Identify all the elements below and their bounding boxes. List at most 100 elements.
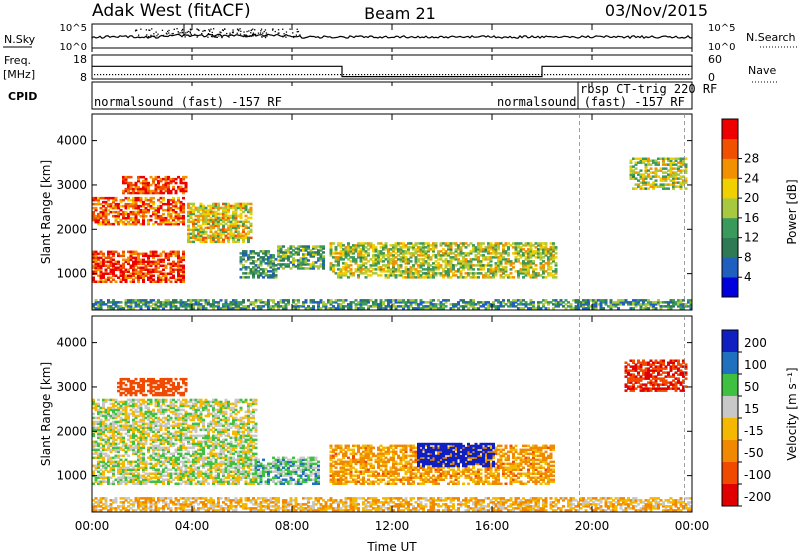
heatmap-cell <box>99 442 103 446</box>
heatmap-cell <box>169 262 173 266</box>
heatmap-cell <box>139 301 143 304</box>
heatmap-cell <box>349 250 353 253</box>
heatmap-cell <box>107 198 110 202</box>
heatmap-cell <box>159 278 163 281</box>
heatmap-cell <box>144 299 148 302</box>
heatmap-cell <box>252 260 255 263</box>
heatmap-cell <box>179 220 183 224</box>
heatmap-cell <box>632 187 635 190</box>
heatmap-cell <box>92 416 95 420</box>
heatmap-cell <box>142 212 145 216</box>
heatmap-cell <box>529 307 533 310</box>
heatmap-cell <box>389 268 393 271</box>
heatmap-cell <box>144 404 148 408</box>
heatmap-cell <box>137 220 140 224</box>
heatmap-cell <box>312 245 315 248</box>
heatmap-cell <box>122 468 125 471</box>
heatmap-cell <box>684 157 688 160</box>
heatmap-cell <box>182 175 185 179</box>
heatmap-cell <box>292 307 295 310</box>
heatmap-cell <box>672 299 675 302</box>
heatmap-cell <box>232 214 235 218</box>
heatmap-cell <box>679 171 683 174</box>
heatmap-cell <box>159 474 163 477</box>
heatmap-cell <box>144 478 148 481</box>
heatmap-cell <box>142 418 145 422</box>
heatmap-cell <box>499 274 503 277</box>
heatmap-cell <box>409 266 413 269</box>
heatmap-cell <box>157 183 160 187</box>
heatmap-cell <box>677 167 680 170</box>
heatmap-cell <box>524 264 528 267</box>
heatmap-cell <box>162 185 165 189</box>
heatmap-cell <box>272 268 275 271</box>
heatmap-cell <box>342 250 345 253</box>
heatmap-cell <box>299 265 303 268</box>
heatmap-cell <box>99 414 103 418</box>
heatmap-cell <box>442 242 445 245</box>
heatmap-cell <box>584 299 588 302</box>
heatmap-cell <box>132 430 135 434</box>
heatmap-cell <box>362 272 365 275</box>
heatmap-cell <box>462 260 465 263</box>
heatmap-cell <box>129 280 133 283</box>
heatmap-cell <box>107 212 110 216</box>
heatmap-cell <box>522 266 525 269</box>
heatmap-cell <box>102 476 105 479</box>
heatmap-cell <box>427 256 430 259</box>
heatmap-cell <box>684 303 688 306</box>
heatmap-cell <box>204 214 208 218</box>
heatmap-cell <box>312 267 315 270</box>
heatmap-cell <box>552 270 555 273</box>
heatmap-cell <box>147 414 150 418</box>
heatmap-cell <box>172 218 175 222</box>
heatmap-cell <box>267 303 270 306</box>
heatmap-cell <box>684 169 688 172</box>
heatmap-cell <box>197 236 200 240</box>
heatmap-cell <box>114 434 118 438</box>
heatmap-cell <box>477 252 480 255</box>
nave-point <box>364 74 366 76</box>
heatmap-cell <box>152 410 155 414</box>
heatmap-cell <box>659 179 663 182</box>
heatmap-cell <box>144 426 148 430</box>
nave-point <box>205 74 207 76</box>
heatmap-cell <box>139 410 143 414</box>
heatmap-cell <box>359 248 363 251</box>
heatmap-cell <box>469 303 473 306</box>
heatmap-cell <box>102 212 105 216</box>
heatmap-cell <box>214 240 218 244</box>
heatmap-cell <box>94 456 98 460</box>
heatmap-cell <box>679 303 683 306</box>
heatmap-cell <box>312 251 315 254</box>
heatmap-cell <box>104 400 108 404</box>
heatmap-cell <box>377 242 380 245</box>
heatmap-cell <box>524 303 528 306</box>
heatmap-cell <box>354 299 358 302</box>
heatmap-cell <box>147 478 150 481</box>
heatmap-cell <box>462 305 465 308</box>
heatmap-cell <box>662 305 665 308</box>
heatmap-cell <box>507 242 510 245</box>
heatmap-cell <box>109 204 113 208</box>
heatmap-cell <box>144 438 148 442</box>
heatmap-cell <box>139 266 143 269</box>
heatmap-cell <box>102 470 105 473</box>
heatmap-cell <box>322 301 325 304</box>
nave-point <box>565 74 567 76</box>
heatmap-cell <box>542 250 545 253</box>
heatmap-cell <box>272 262 275 265</box>
heatmap-cell <box>629 177 633 180</box>
heatmap-cell <box>92 426 95 430</box>
heatmap-cell <box>499 276 503 279</box>
heatmap-cell <box>339 274 343 277</box>
nsky-point <box>152 35 154 38</box>
heatmap-cell <box>142 218 145 222</box>
heatmap-cell <box>129 218 133 222</box>
heatmap-cell <box>99 410 103 414</box>
heatmap-cell <box>149 299 153 302</box>
heatmap-cell <box>454 250 458 253</box>
heatmap-cell <box>94 214 98 218</box>
heatmap-cell <box>117 428 120 432</box>
heatmap-cell <box>109 444 113 448</box>
